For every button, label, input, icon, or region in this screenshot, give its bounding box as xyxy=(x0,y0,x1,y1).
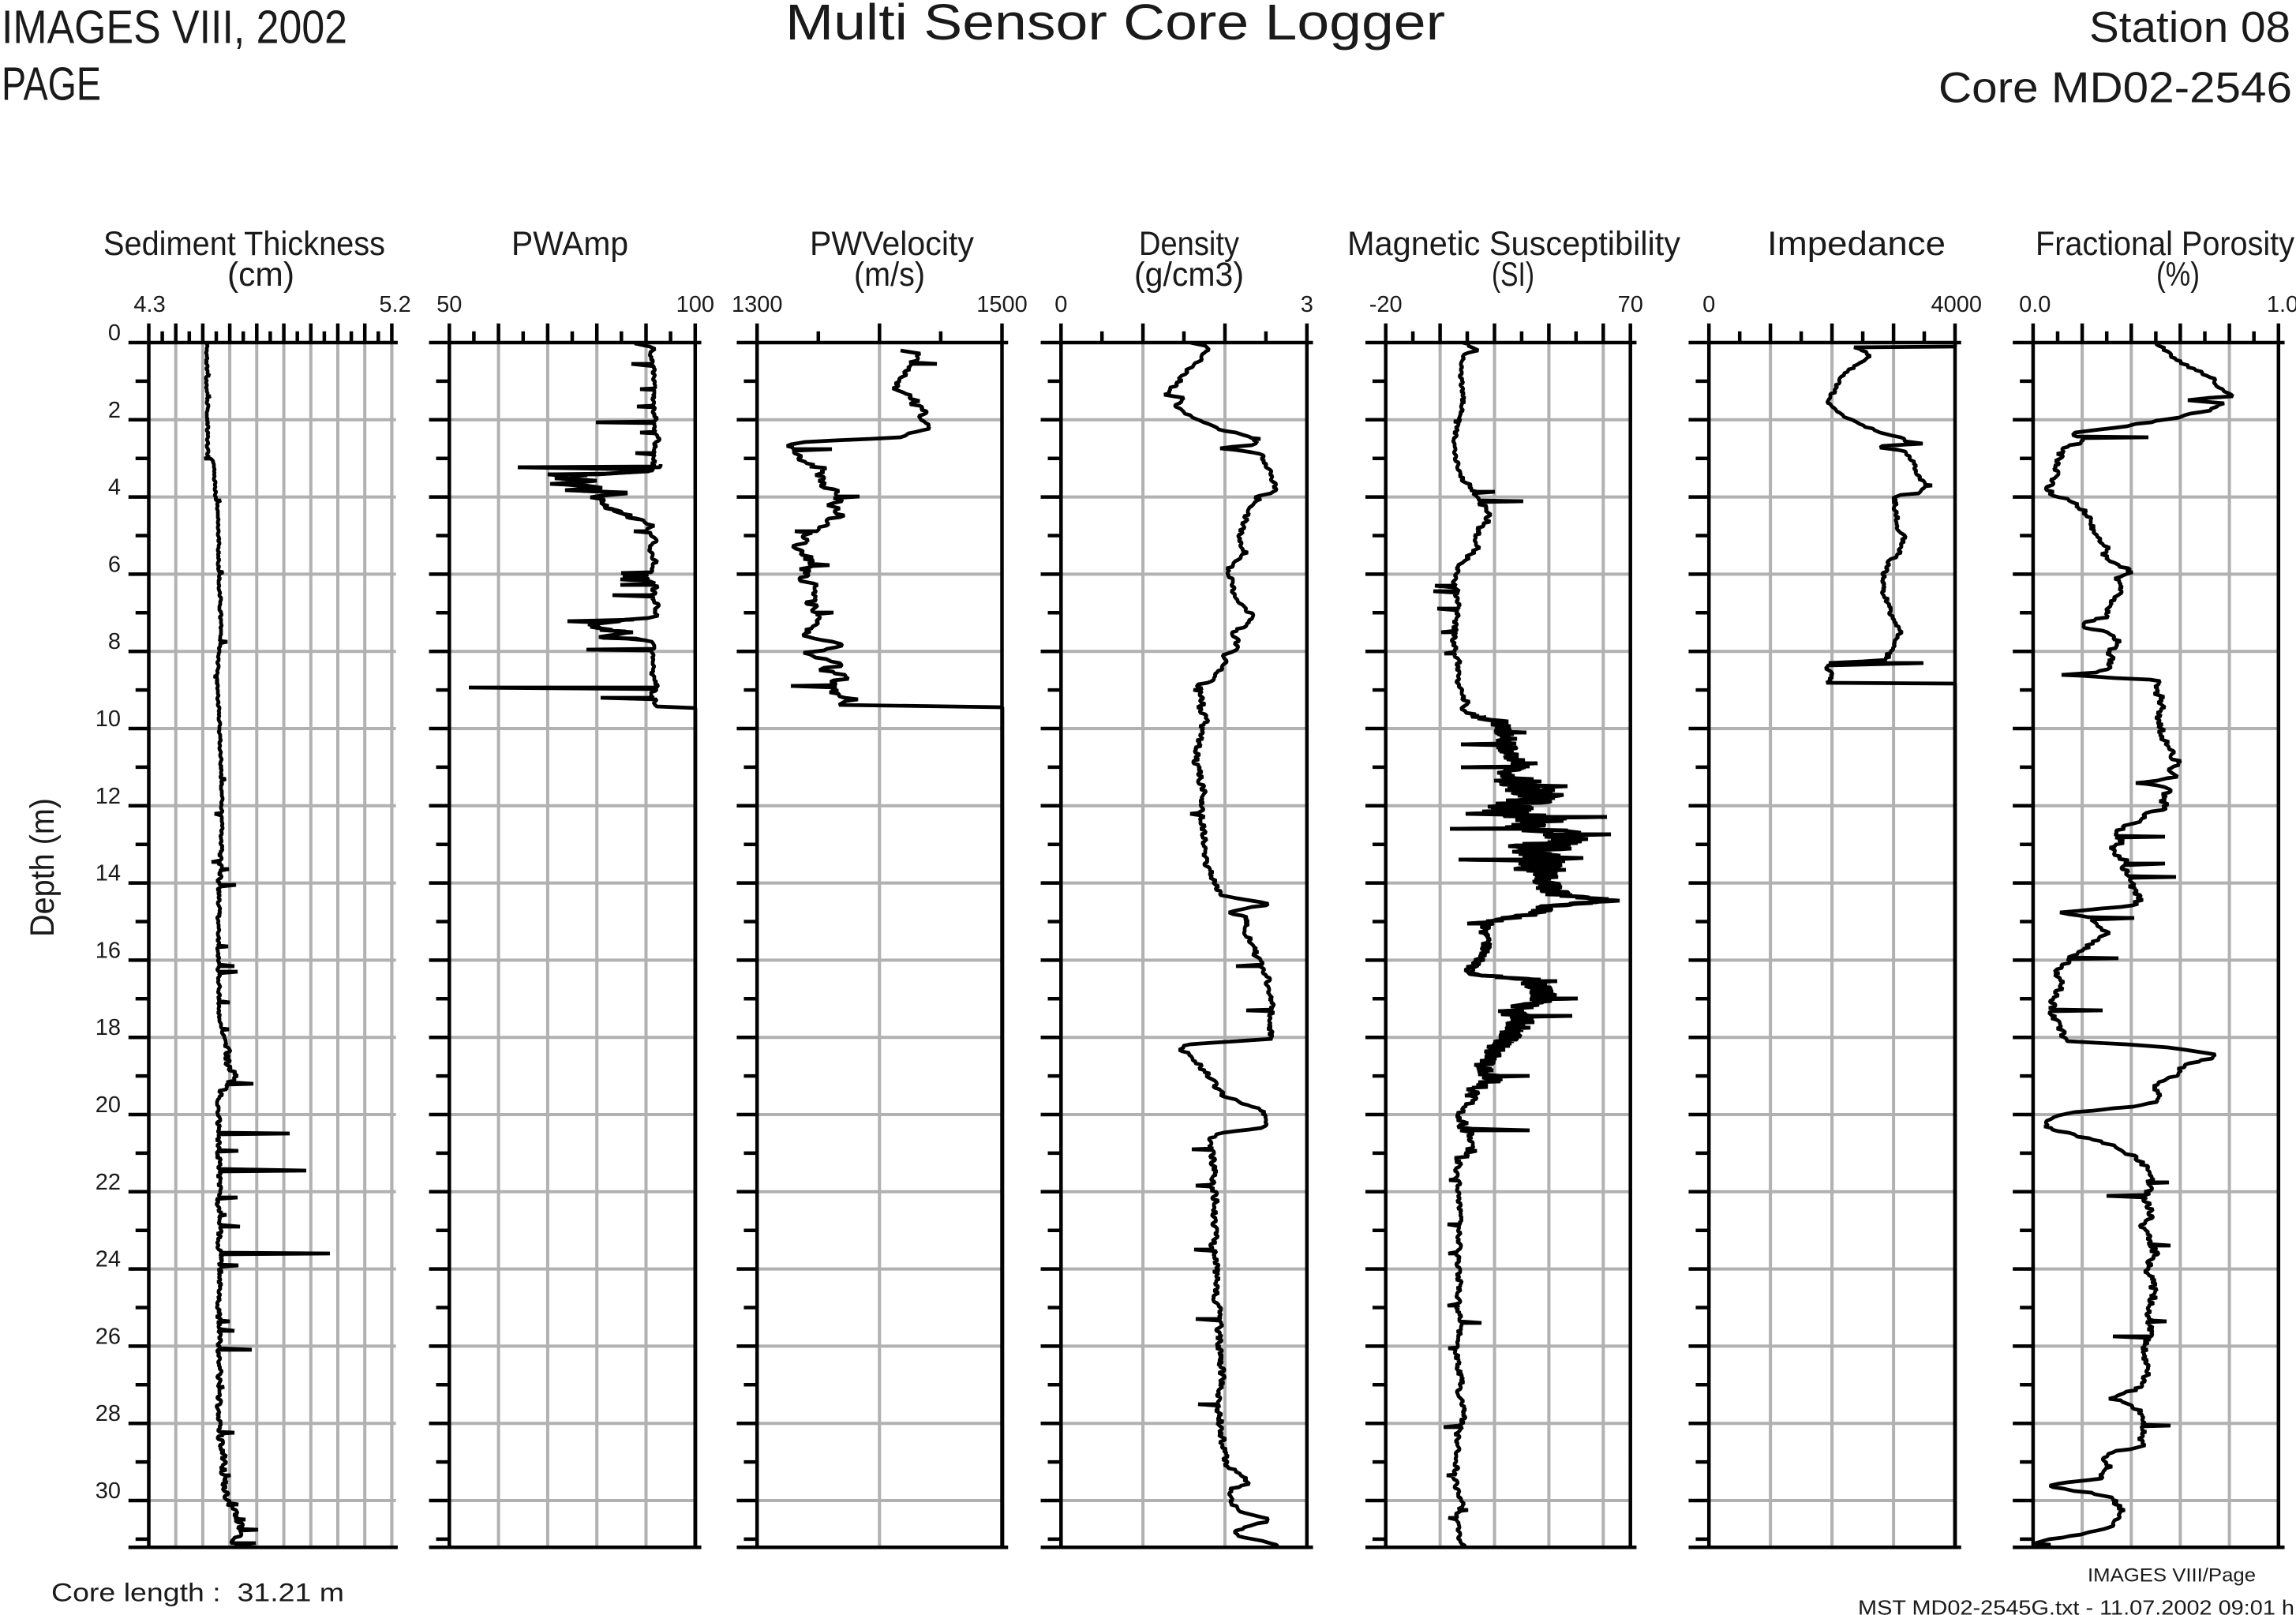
svg-text:4: 4 xyxy=(108,475,121,500)
svg-text:IMAGES VIII/Page: IMAGES VIII/Page xyxy=(2088,1565,2256,1587)
svg-text:1300: 1300 xyxy=(732,292,783,317)
svg-text:Magnetic Susceptibility: Magnetic Susceptibility xyxy=(1347,225,1680,263)
svg-text:16: 16 xyxy=(96,938,121,963)
svg-text:IMAGES VIII, 2002: IMAGES VIII, 2002 xyxy=(2,2,347,54)
svg-text:22: 22 xyxy=(96,1170,121,1195)
svg-text:24: 24 xyxy=(96,1247,121,1272)
svg-text:(g/cm3): (g/cm3) xyxy=(1134,256,1244,294)
svg-text:20: 20 xyxy=(96,1092,121,1118)
svg-text:(cm): (cm) xyxy=(227,256,294,294)
svg-text:1.0: 1.0 xyxy=(2267,292,2296,317)
svg-text:(SI): (SI) xyxy=(1492,256,1534,294)
svg-text:0: 0 xyxy=(108,320,121,346)
svg-text:PAGE: PAGE xyxy=(2,58,101,111)
svg-text:1500: 1500 xyxy=(976,292,1028,317)
svg-text:PWAmp: PWAmp xyxy=(511,225,628,263)
svg-text:0: 0 xyxy=(1702,292,1715,317)
svg-text:28: 28 xyxy=(96,1401,121,1426)
svg-text:14: 14 xyxy=(96,861,121,886)
svg-text:30: 30 xyxy=(96,1478,121,1504)
svg-text:(%): (%) xyxy=(2156,256,2200,294)
svg-text:Station 08: Station 08 xyxy=(2089,2,2290,51)
svg-text:Core MD02-2546: Core MD02-2546 xyxy=(1938,63,2292,112)
svg-text:Fractional Porosity: Fractional Porosity xyxy=(2036,225,2294,263)
svg-text:Sediment Thickness: Sediment Thickness xyxy=(103,225,385,263)
svg-text:Depth (m): Depth (m) xyxy=(24,798,62,937)
svg-text:26: 26 xyxy=(96,1324,121,1349)
svg-text:Impedance: Impedance xyxy=(1767,225,1946,263)
svg-text:3: 3 xyxy=(1301,292,1313,317)
svg-text:100: 100 xyxy=(676,292,714,317)
svg-text:10: 10 xyxy=(96,706,121,732)
svg-text:-20: -20 xyxy=(1369,292,1403,317)
svg-text:70: 70 xyxy=(1618,292,1643,317)
svg-text:8: 8 xyxy=(108,629,121,654)
svg-text:50: 50 xyxy=(436,292,462,317)
svg-text:Multi Sensor Core Logger: Multi Sensor Core Logger xyxy=(785,0,1445,51)
svg-text:5.2: 5.2 xyxy=(379,292,410,317)
svg-text:MST MD02-2545G.txt - 11.07.200: MST MD02-2545G.txt - 11.07.2002 09:01 h xyxy=(1858,1596,2294,1615)
svg-text:4.3: 4.3 xyxy=(133,292,165,317)
svg-text:4000: 4000 xyxy=(1931,292,1983,317)
svg-text:6: 6 xyxy=(108,552,121,577)
svg-text:18: 18 xyxy=(96,1015,121,1040)
svg-text:PWVelocity: PWVelocity xyxy=(810,225,974,263)
svg-text:12: 12 xyxy=(96,784,121,809)
svg-text:Density: Density xyxy=(1139,225,1239,263)
svg-text:(m/s): (m/s) xyxy=(854,256,925,294)
svg-text:2: 2 xyxy=(108,398,121,423)
svg-text:0: 0 xyxy=(1054,292,1067,317)
svg-text:Core length : 31.21 m: Core length : 31.21 m xyxy=(51,1579,344,1607)
svg-text:0.0: 0.0 xyxy=(2019,292,2051,317)
